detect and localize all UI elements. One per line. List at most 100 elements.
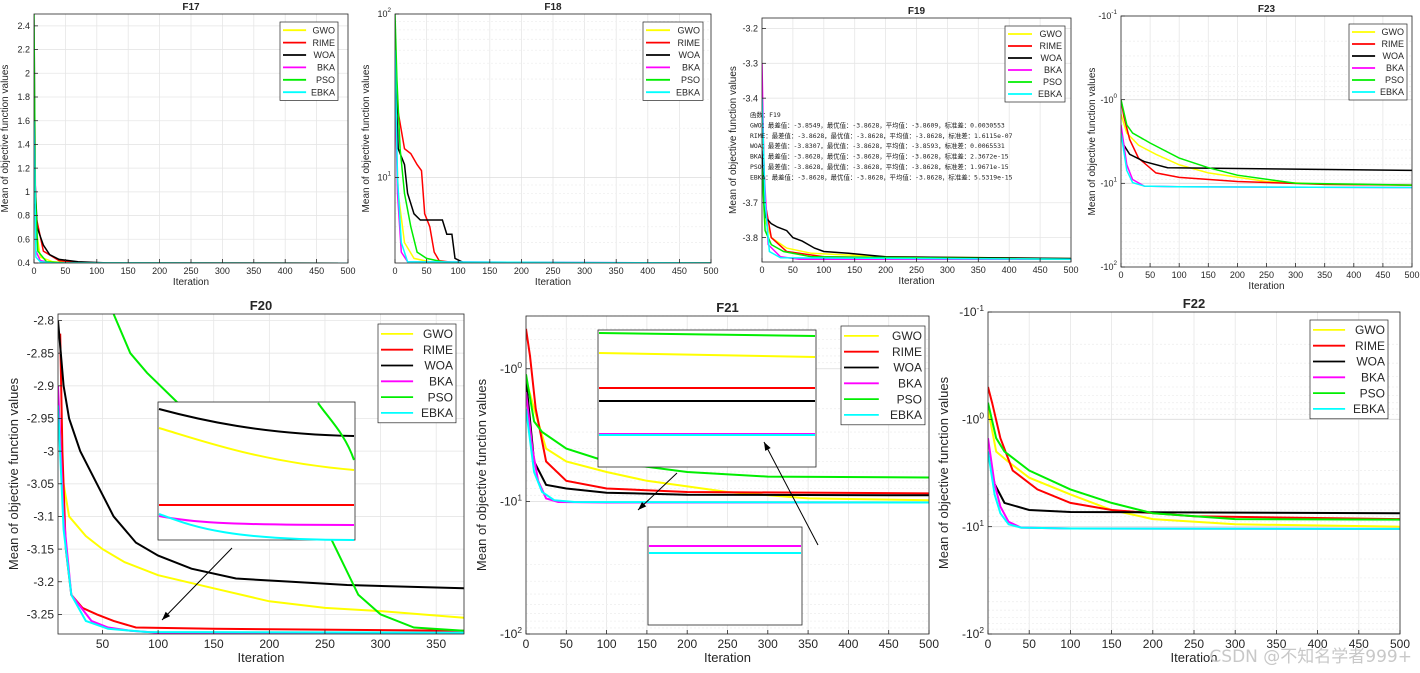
series-line-woa (395, 63, 711, 263)
y-tick-label: -102 (500, 625, 522, 641)
y-tick-label: 2.4 (17, 21, 30, 31)
x-tick-label: 100 (89, 266, 104, 276)
legend-label-ebka: EBKA (1380, 87, 1404, 97)
legend-label-rime: RIME (1355, 339, 1385, 353)
legend-label-rime: RIME (1040, 41, 1063, 51)
y-axis-label: Mean of objective function values (936, 376, 951, 569)
y-tick-label: 0.4 (17, 258, 30, 268)
x-tick-label: 0 (1118, 270, 1123, 280)
legend-label-bka: BKA (682, 63, 700, 73)
y-tick-label: 1.8 (17, 92, 30, 102)
x-tick-label: 50 (1023, 637, 1037, 651)
x-tick-label: 100 (597, 637, 617, 651)
chart-title: F21 (716, 300, 738, 315)
y-axis-label: Mean of objective function values (474, 378, 489, 571)
y-tick-label: -3 (43, 444, 54, 458)
x-tick-label: 250 (717, 637, 737, 651)
y-tick-label: -100 (962, 411, 984, 427)
legend-box (377, 323, 457, 424)
y-tick-label: -3.15 (27, 542, 55, 556)
x-tick-label: 300 (940, 265, 955, 275)
y-tick-label: -101 (1100, 176, 1117, 188)
zoom-arrow-f21-top (763, 441, 819, 546)
x-tick-label: 450 (672, 266, 687, 276)
x-tick-label: 0 (392, 266, 397, 276)
x-tick-label: 150 (847, 265, 862, 275)
legend-label-gwo: GWO (1040, 29, 1063, 39)
legend-label-gwo: GWO (313, 25, 336, 35)
x-tick-label: 100 (816, 265, 831, 275)
x-tick-label: 300 (215, 266, 230, 276)
legend-label-gwo: GWO (1382, 27, 1405, 37)
y-tick-label: 2 (25, 68, 30, 78)
series-line-pso (526, 374, 929, 479)
x-tick-label: 350 (426, 637, 446, 651)
series-line-ebka (395, 50, 711, 263)
series-group (988, 386, 1400, 530)
stats-line: 函数：F19 (750, 110, 781, 119)
x-tick-label: 450 (309, 266, 324, 276)
x-tick-label: 250 (1259, 270, 1274, 280)
x-tick-label: 350 (1266, 637, 1286, 651)
legend-label-pso: PSO (681, 75, 700, 85)
stats-line: WOA：最差值：-3.8307，最优值：-3.8628，平均值：-3.8593，… (750, 141, 1005, 150)
x-axis-label: Iteration (704, 650, 751, 665)
legend-label-gwo: GWO (423, 327, 453, 341)
x-tick-label: 300 (1225, 637, 1245, 651)
inset-line-gwo (598, 352, 816, 358)
arrow-shaft (763, 441, 819, 546)
x-tick-label: 0 (985, 637, 992, 651)
legend-label-bka: BKA (317, 63, 335, 73)
legend-label-rime: RIME (423, 343, 453, 357)
series-line-gwo (58, 418, 464, 619)
arrow-head (638, 501, 647, 510)
legend-label-woa: WOA (679, 50, 701, 60)
legend-label-woa: WOA (1383, 51, 1405, 61)
x-tick-label: 250 (183, 266, 198, 276)
x-axis-label: Iteration (1248, 281, 1284, 292)
legend-label-ebka: EBKA (311, 87, 335, 97)
x-tick-label: 150 (204, 637, 224, 651)
legend-label-ebka: EBKA (421, 406, 453, 420)
x-axis-label: Iteration (173, 277, 209, 288)
arrow-head (162, 611, 171, 620)
x-tick-label: 100 (451, 266, 466, 276)
legend-label-woa: WOA (314, 50, 336, 60)
legend-label-ebka: EBKA (890, 408, 922, 422)
series-line-pso (1121, 99, 1412, 186)
legend-label-woa: WOA (893, 361, 922, 375)
x-tick-label: 200 (677, 637, 697, 651)
x-tick-label: 200 (1230, 270, 1245, 280)
legend-box (1348, 23, 1408, 101)
x-tick-label: 200 (878, 265, 893, 275)
x-tick-label: 350 (609, 266, 624, 276)
y-tick-label: -2.85 (27, 346, 55, 360)
x-axis-label: Iteration (1171, 650, 1218, 665)
stats-line: BKA：最差值：-3.8628，最优值：-3.8628，平均值：-3.8628，… (750, 152, 1009, 161)
y-tick-label: -2.95 (27, 412, 55, 426)
series-line-pso (988, 402, 1400, 521)
y-tick-label: -10-1 (1098, 9, 1117, 21)
y-tick-label: -3.25 (27, 608, 55, 622)
y-tick-label: 1.4 (17, 140, 30, 150)
chart-title: F17 (182, 2, 200, 13)
x-tick-label: 200 (259, 637, 279, 651)
series-line-ebka (34, 120, 348, 263)
y-axis-label: Mean of objective function values (1087, 68, 1098, 216)
x-tick-label: 450 (1375, 270, 1390, 280)
zoom-inset-f21-top (597, 329, 817, 468)
legend-label-bka: BKA (1361, 371, 1385, 385)
x-tick-label: 500 (340, 266, 355, 276)
legend-label-ebka: EBKA (1038, 89, 1062, 99)
x-tick-label: 500 (1404, 270, 1419, 280)
chart-title: F22 (1183, 296, 1205, 311)
inset-line-woa (158, 408, 355, 437)
x-tick-label: 450 (879, 637, 899, 651)
zoom-arrow-f20 (161, 547, 233, 621)
series-group (395, 14, 711, 263)
stats-line: EBKA：最差值：-3.8628，最优值：-3.8628，平均值：-3.8628… (750, 172, 1013, 181)
x-tick-label: 500 (1390, 637, 1410, 651)
series-line-gwo (988, 408, 1400, 528)
chart-title: F18 (544, 2, 562, 13)
